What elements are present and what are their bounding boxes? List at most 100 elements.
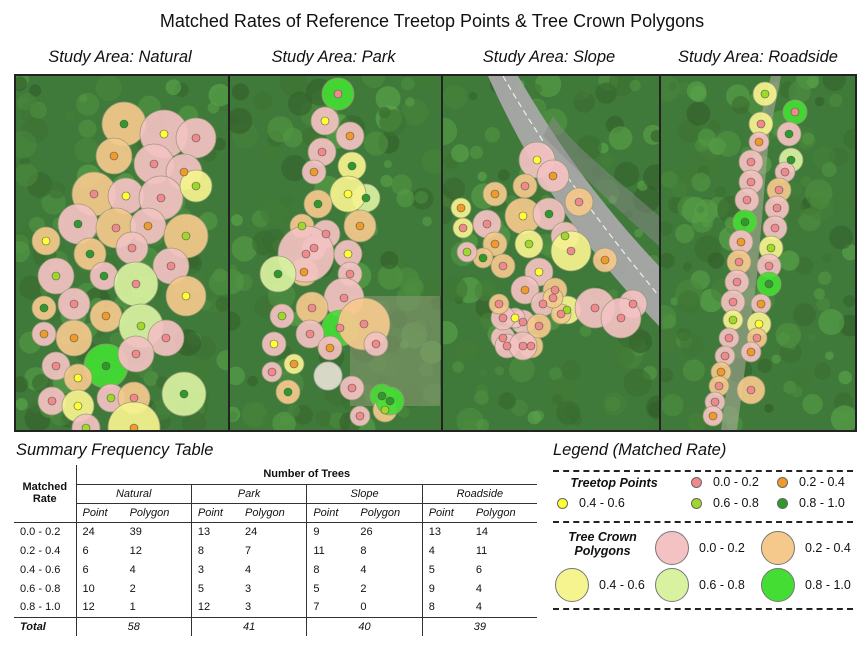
treetop-point bbox=[784, 129, 794, 139]
treetop-point bbox=[305, 329, 315, 339]
treetop-point bbox=[343, 189, 353, 199]
treetop-point bbox=[299, 267, 309, 277]
legend-divider bbox=[553, 470, 853, 472]
treetop-point bbox=[746, 177, 756, 187]
treetop-point bbox=[267, 367, 277, 377]
treetop-point bbox=[136, 321, 146, 331]
canopy-texture bbox=[680, 332, 704, 357]
canopy-texture bbox=[830, 405, 855, 430]
treetop-point bbox=[462, 247, 472, 257]
treetop-point bbox=[494, 299, 504, 309]
count-cell: 8 bbox=[190, 541, 239, 560]
canopy-texture bbox=[757, 358, 772, 374]
treetop-point bbox=[616, 313, 626, 323]
treetop-point bbox=[556, 309, 566, 319]
treetop-point bbox=[347, 161, 357, 171]
map-park-canvas bbox=[230, 76, 441, 430]
treetop-point bbox=[526, 341, 536, 351]
canopy-texture bbox=[708, 120, 721, 133]
canopy-texture bbox=[287, 404, 301, 417]
canopy-texture bbox=[443, 206, 453, 225]
count-cell: 2 bbox=[360, 582, 367, 595]
treetop-point bbox=[736, 237, 746, 247]
canopy-texture bbox=[703, 82, 716, 95]
canopy-texture bbox=[454, 339, 478, 363]
canopy-texture bbox=[661, 76, 680, 102]
canopy-texture bbox=[677, 119, 701, 143]
canopy-texture bbox=[95, 76, 122, 102]
treetop-point bbox=[746, 385, 756, 395]
count-cell: 11 bbox=[306, 541, 355, 560]
canopy-texture bbox=[547, 378, 575, 406]
point-swatch-0.2-0.4 bbox=[777, 476, 788, 488]
table-body: 0.0 - 0.2 24 39 13 24 9 26 13 14 0.2 - 0.4 6 12 8 7 11… bbox=[14, 521, 537, 617]
canopy-texture bbox=[623, 368, 652, 397]
treetop-point bbox=[277, 311, 287, 321]
main-title: Matched Rates of Reference Treetop Point… bbox=[159, 11, 705, 31]
treetop-point bbox=[456, 203, 466, 213]
canopy-texture bbox=[231, 83, 249, 101]
total-natural: 58 bbox=[75, 616, 192, 636]
count-cell: 12 bbox=[129, 544, 142, 557]
treetop-point bbox=[628, 299, 638, 309]
treetop-point bbox=[333, 89, 343, 99]
canopy-texture bbox=[109, 332, 124, 347]
canopy-texture bbox=[535, 76, 562, 98]
treetop-point bbox=[524, 239, 534, 249]
treetop-point bbox=[345, 131, 355, 141]
treetop-point bbox=[347, 383, 357, 393]
canopy-texture bbox=[16, 130, 37, 159]
treetop-point bbox=[600, 255, 610, 265]
canopy-texture bbox=[687, 412, 707, 430]
treetop-point bbox=[191, 133, 201, 143]
treetop-point bbox=[47, 396, 57, 406]
treetop-point bbox=[371, 339, 381, 349]
treetop-point bbox=[760, 89, 770, 99]
canopy-texture bbox=[661, 325, 677, 352]
canopy-texture bbox=[477, 171, 487, 182]
canopy-texture bbox=[216, 350, 228, 371]
canopy-texture bbox=[452, 361, 464, 373]
treetop-point bbox=[790, 107, 800, 117]
canopy-texture bbox=[443, 117, 458, 145]
canopy-texture bbox=[821, 162, 837, 178]
canopy-texture bbox=[76, 92, 100, 116]
canopy-texture bbox=[816, 297, 831, 312]
treetop-point bbox=[320, 116, 330, 126]
treetop-point bbox=[359, 319, 369, 329]
treetop-point bbox=[385, 396, 395, 406]
canopy-texture bbox=[400, 76, 415, 91]
treetop-point bbox=[562, 305, 572, 315]
canopy-texture bbox=[661, 252, 675, 269]
count-cell: 7 bbox=[306, 598, 355, 617]
canopy-texture bbox=[693, 149, 721, 178]
canopy-texture bbox=[380, 251, 399, 270]
canopy-texture bbox=[697, 128, 716, 147]
canopy-texture bbox=[181, 334, 201, 354]
treetop-point bbox=[101, 311, 111, 321]
table-title: Summary Frequency Table bbox=[16, 441, 214, 459]
treetop-point bbox=[740, 217, 750, 227]
canopy-texture bbox=[661, 221, 673, 237]
count-cell: 0 bbox=[360, 601, 367, 614]
matched-rate-header: Matched Rate bbox=[14, 465, 76, 523]
legend-title: Legend (Matched Rate) bbox=[553, 441, 727, 459]
canopy-texture bbox=[420, 76, 433, 88]
canopy-texture bbox=[253, 91, 273, 111]
treetop-point bbox=[159, 129, 169, 139]
legend-polygon-0.6-0.8: 0.6 - 0.8 bbox=[655, 568, 745, 602]
canopy-texture bbox=[829, 225, 853, 250]
legend-label: 0.4 - 0.6 bbox=[599, 578, 645, 592]
canopy-texture bbox=[451, 144, 470, 163]
canopy-texture bbox=[230, 311, 241, 331]
treetop-point bbox=[756, 299, 766, 309]
count-cell: 5 bbox=[190, 579, 239, 598]
canopy-texture bbox=[32, 374, 51, 393]
treetop-point bbox=[273, 269, 283, 279]
map-panel-slope bbox=[441, 74, 661, 432]
canopy-texture bbox=[683, 262, 692, 272]
treetop-point bbox=[119, 119, 129, 129]
point-swatch-0.8-1.0 bbox=[777, 497, 788, 509]
treetop-point bbox=[710, 397, 720, 407]
canopy-texture bbox=[230, 366, 245, 386]
